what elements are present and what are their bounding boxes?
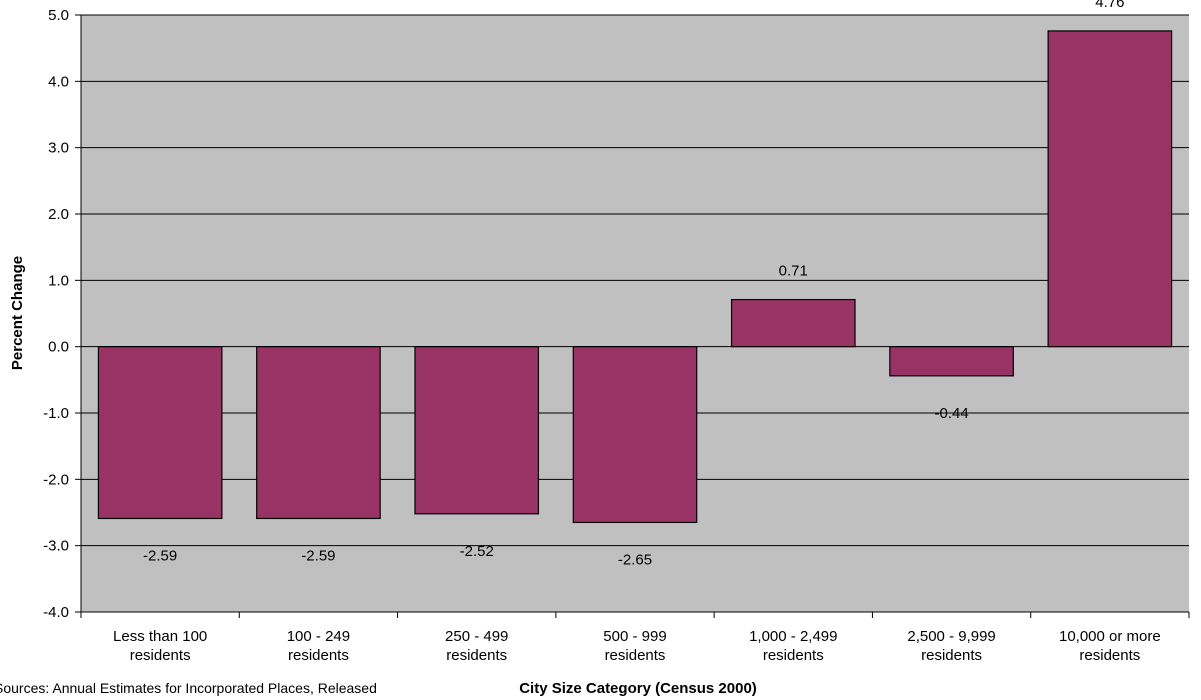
data-label: -2.65 xyxy=(618,551,652,568)
y-tick-label: 1.0 xyxy=(48,272,69,289)
bar xyxy=(414,346,540,515)
data-label: 0.71 xyxy=(779,263,808,280)
bar xyxy=(730,298,856,348)
x-category-label: residents xyxy=(446,647,507,664)
y-tick-labels: 5.0 4.0 3.0 2.0 1.0 0.0 -1.0 -2.0 -3.0 -4.0 xyxy=(43,7,69,621)
x-category-label: residents xyxy=(921,647,982,664)
x-category-label: 250 - 499 xyxy=(445,628,508,645)
bar xyxy=(256,346,381,520)
axes xyxy=(75,14,1190,618)
y-tick-label: 0.0 xyxy=(48,339,69,356)
bar xyxy=(97,346,223,520)
y-tick-label: 5.0 xyxy=(48,7,69,24)
x-axis-title: City Size Category (Census 2000) xyxy=(519,680,757,697)
bars xyxy=(97,30,1173,524)
x-category-label: Less than 100 xyxy=(113,628,207,645)
y-tick-label: 4.0 xyxy=(48,73,69,90)
x-category-labels: Less than 100 residents 100 - 249 residents… xyxy=(113,628,1161,664)
data-label: -0.44 xyxy=(934,405,968,422)
x-category-label: residents xyxy=(288,647,349,664)
x-category-label: residents xyxy=(605,647,666,664)
bar xyxy=(889,346,1014,377)
bar xyxy=(1047,30,1173,348)
data-label: 4.76 xyxy=(1095,0,1124,11)
x-category-label: 10,000 or more xyxy=(1059,628,1161,645)
x-category-label: 500 - 999 xyxy=(603,628,666,645)
data-labels: -2.59 -2.59 -2.52 -2.65 0.71 -0.44 4.76 xyxy=(143,0,1124,568)
x-category-label: residents xyxy=(763,647,824,664)
data-label: -2.59 xyxy=(143,547,177,564)
data-label: -2.52 xyxy=(460,543,494,560)
x-category-label: 2,500 - 9,999 xyxy=(907,628,995,645)
y-tick-label: 3.0 xyxy=(48,140,69,157)
x-category-label: residents xyxy=(1079,647,1140,664)
y-tick-label: 2.0 xyxy=(48,206,69,223)
y-tick-label: -4.0 xyxy=(43,604,69,621)
y-axis-title: Percent Change xyxy=(9,256,26,370)
y-tick-label: -1.0 xyxy=(43,405,69,422)
y-tick-label: -2.0 xyxy=(43,471,69,488)
x-category-label: 100 - 249 xyxy=(287,628,350,645)
bar xyxy=(572,346,698,524)
data-label: -2.59 xyxy=(301,547,335,564)
x-category-label: 1,000 - 2,499 xyxy=(749,628,837,645)
y-tick-label: -3.0 xyxy=(43,538,69,555)
x-category-label: residents xyxy=(130,647,191,664)
source-note: Sources: Annual Estimates for Incorporat… xyxy=(0,680,377,696)
